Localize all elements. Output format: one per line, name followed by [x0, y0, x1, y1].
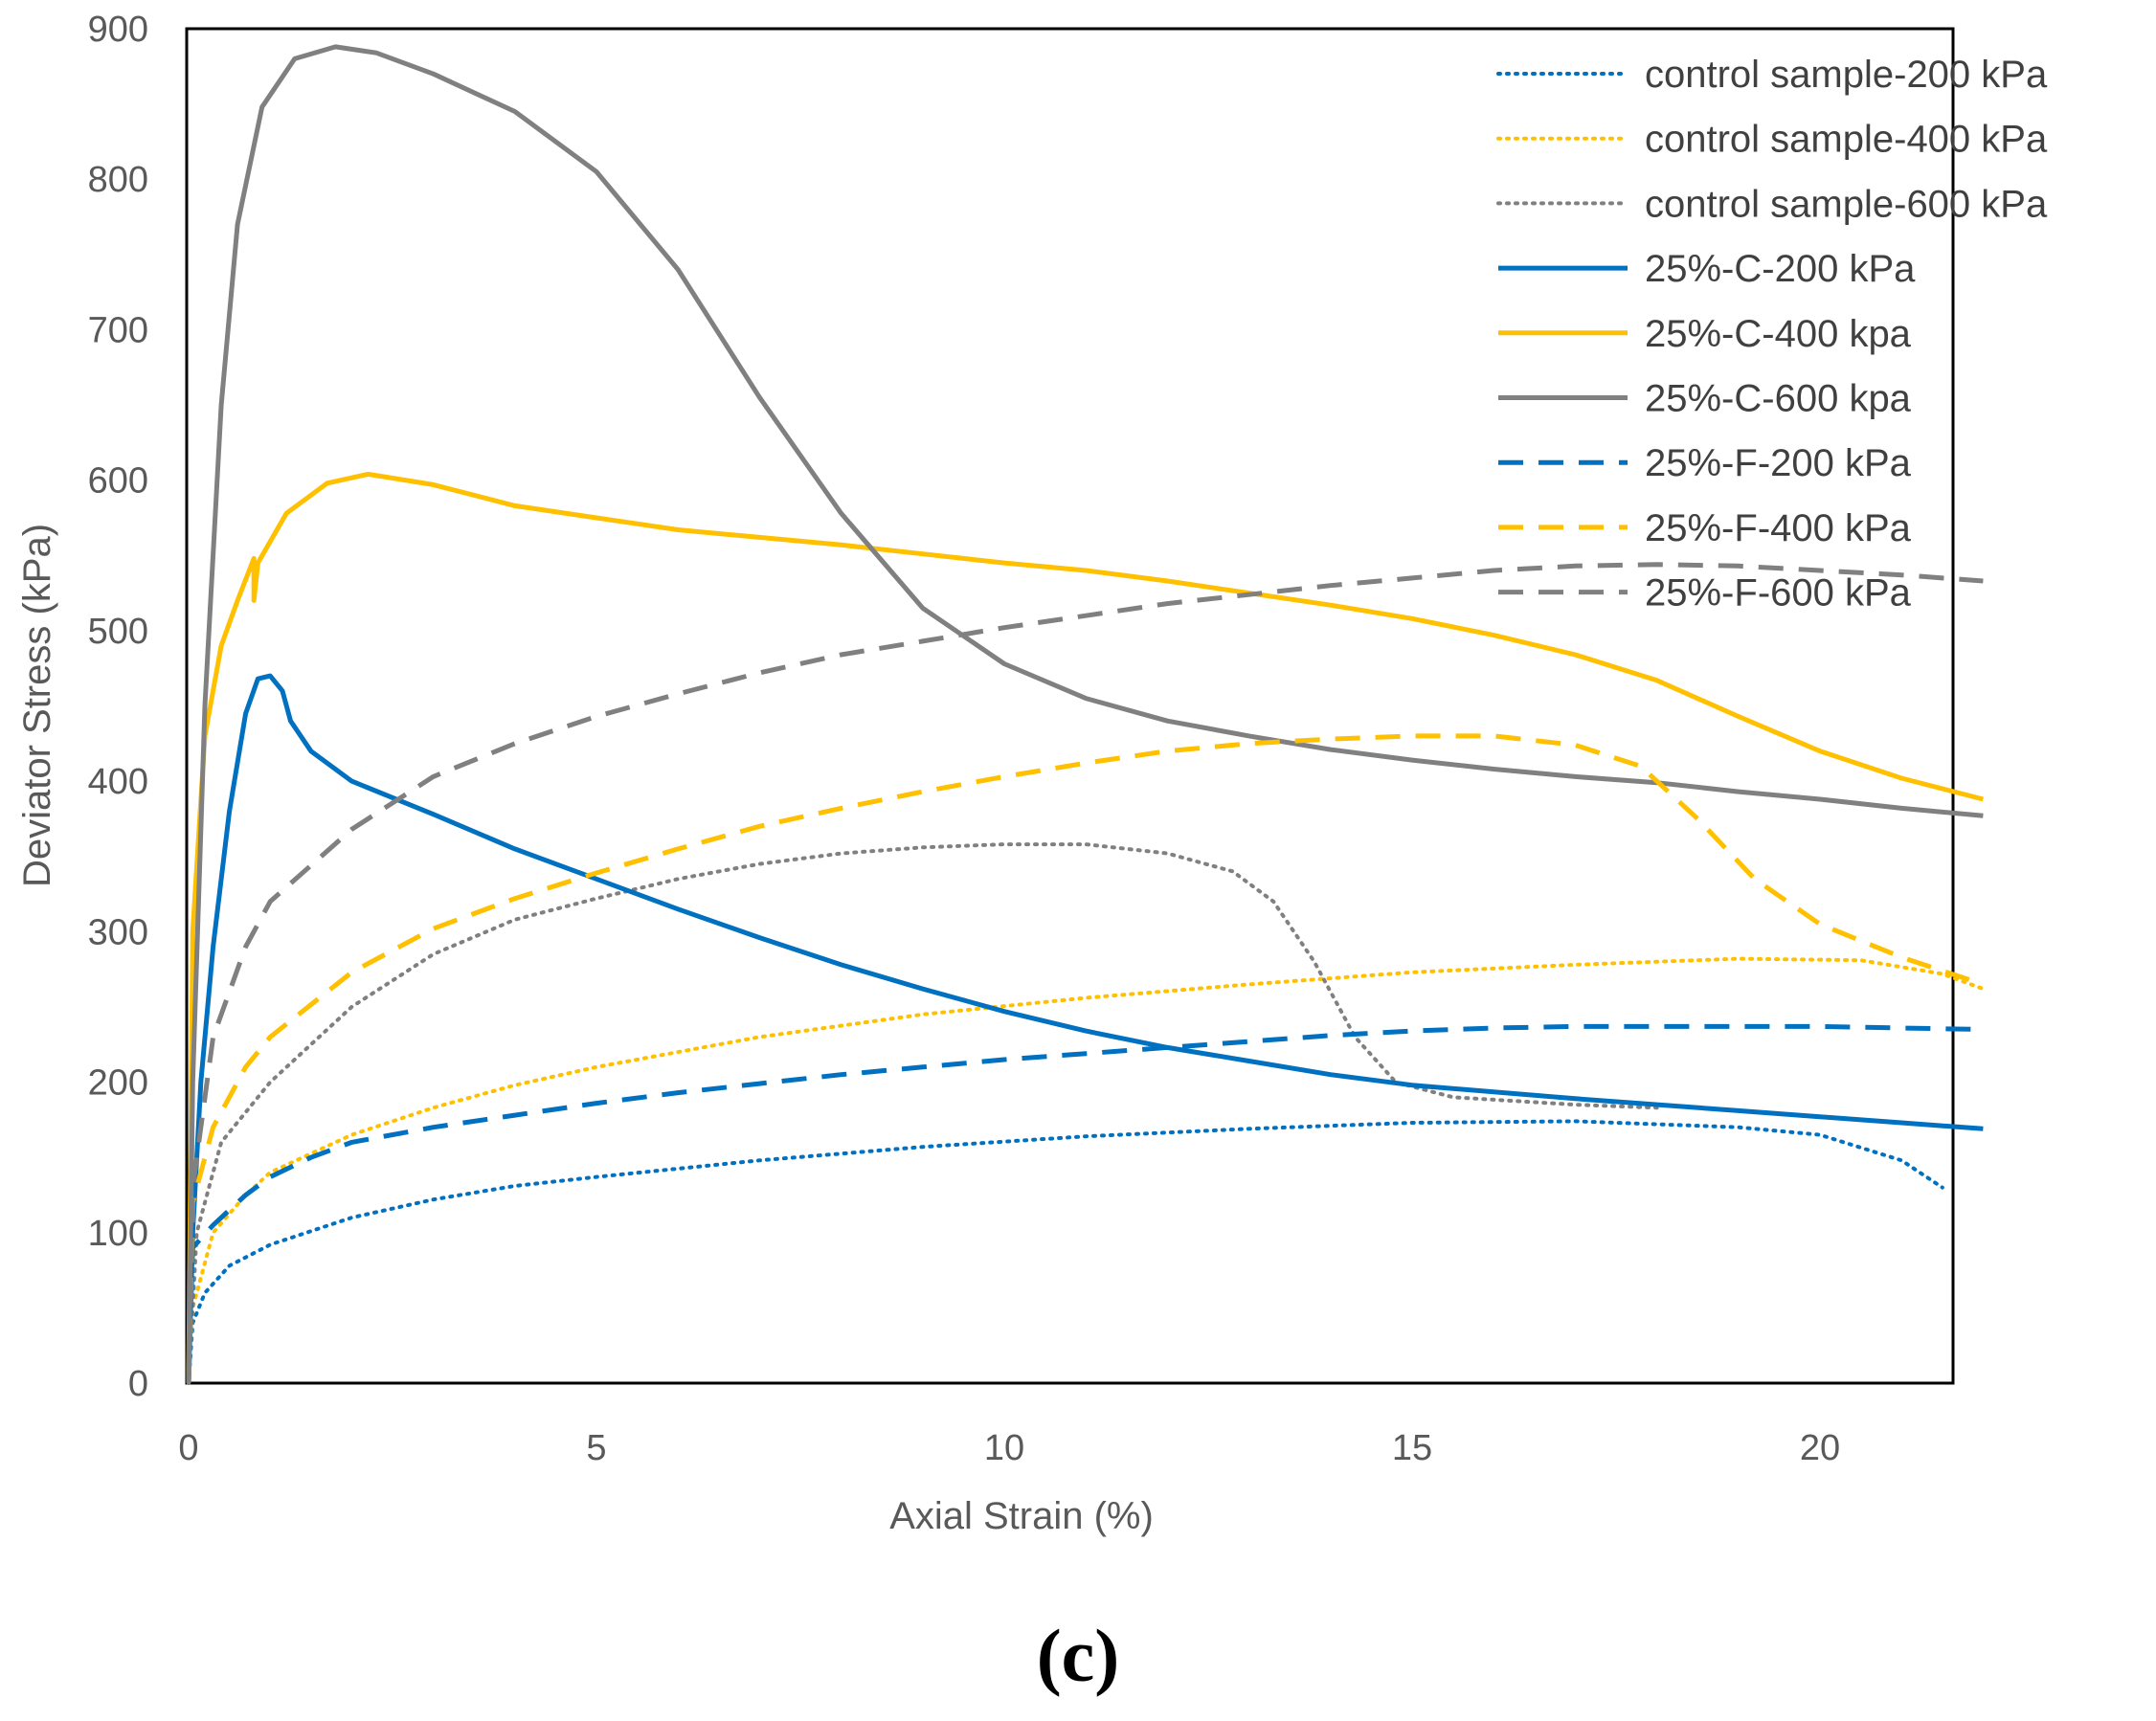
series-layer [186, 44, 1986, 1385]
y-axis-ticks: 0 100 200 300 400 500 600 700 800 900 [88, 10, 148, 1404]
series-line-6 [186, 44, 1984, 1384]
x-tick-label: 0 [178, 1428, 198, 1468]
legend-label: 25%-C-600 kpa [1645, 378, 1912, 420]
plot-area [185, 27, 1955, 1385]
legend-label: 25%-C-400 kpa [1645, 313, 1912, 355]
y-axis-title: Deviator Stress (kPa) [16, 524, 58, 887]
series-line-9 [186, 562, 1984, 1384]
y-tick-label: 900 [88, 10, 148, 50]
y-tick-label: 600 [88, 461, 148, 502]
x-tick-label: 20 [1800, 1428, 1840, 1468]
y-tick-label: 300 [88, 912, 148, 952]
legend-label: control sample-400 kPa [1645, 119, 2048, 161]
series-line-4 [186, 673, 1984, 1384]
y-tick-label: 700 [88, 310, 148, 350]
legend-label: 25%-F-600 kPa [1645, 572, 1912, 615]
figure-caption: (c) [1036, 1614, 1120, 1697]
y-tick-label: 100 [88, 1214, 148, 1254]
y-tick-label: 500 [88, 612, 148, 652]
x-tick-label: 5 [586, 1428, 606, 1468]
series-line-5 [186, 471, 1985, 1384]
y-tick-label: 800 [88, 160, 148, 200]
legend-label: control sample-600 kPa [1645, 183, 2048, 225]
y-tick-label: 400 [88, 762, 148, 802]
legend-label: control sample-200 kPa [1645, 54, 2048, 96]
legend-label: 25%-F-200 kPa [1645, 442, 1912, 484]
x-tick-label: 10 [984, 1428, 1024, 1468]
x-tick-label: 15 [1392, 1428, 1432, 1468]
series-line-3 [187, 842, 1659, 1385]
x-axis-ticks: 0 5 10 15 20 [178, 1428, 1840, 1468]
legend: control sample-200 kPa control sample-400… [1496, 54, 2048, 615]
legend-label: 25%-C-200 kPa [1645, 248, 1916, 290]
y-tick-label: 0 [128, 1364, 148, 1404]
series-line-7 [186, 1023, 1984, 1384]
series-line-1 [187, 1119, 1944, 1385]
x-axis-title: Axial Strain (%) [889, 1495, 1154, 1537]
legend-label: 25%-F-400 kPa [1645, 507, 1912, 549]
y-tick-label: 200 [88, 1063, 148, 1104]
